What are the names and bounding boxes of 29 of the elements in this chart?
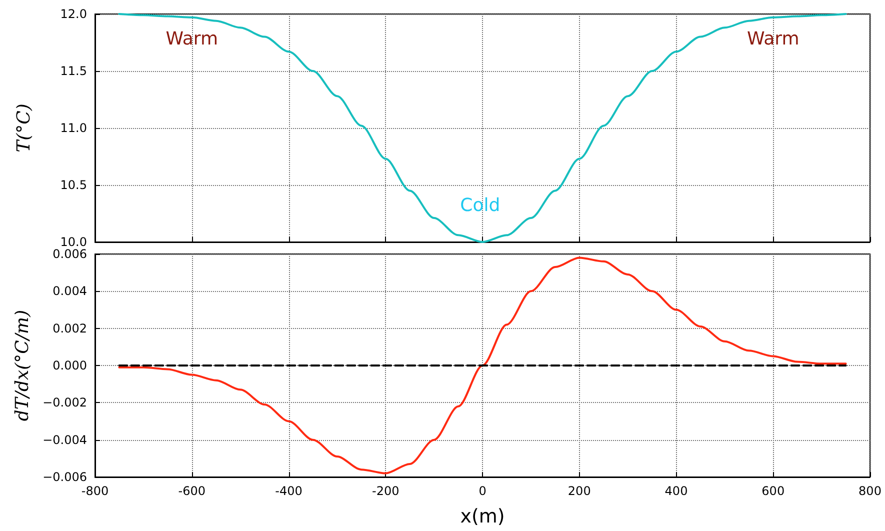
y-tick-label: 11.5 [60,64,87,78]
x-tick-label: 0 [478,484,486,498]
y-tick-label: 10.5 [60,178,87,192]
y-tick-label: 0.004 [52,284,87,298]
x-tick-label: 600 [762,484,785,498]
x-tick-label: 400 [664,484,688,498]
y-tick-label: −0.006 [42,470,87,484]
y-tick-label: 12.0 [60,7,87,21]
y-tick-label: 0.006 [52,247,87,261]
y-tick-label: −0.004 [42,432,87,447]
x-tick-label: -200 [372,484,400,498]
annotation: Warm [746,28,800,50]
y-axis-title: dT/dx(°C/m) [12,310,34,422]
line-series [118,13,847,243]
line-series [118,256,847,474]
x-tick-label: 200 [568,484,591,498]
x-tick-label: -800 [81,484,109,498]
x-tick-label: 800 [858,484,882,498]
y-tick-label: 0.000 [52,358,87,372]
annotation: Warm [166,28,218,50]
y-axis-title: T(°C) [14,104,34,152]
x-tick-label: -600 [178,484,206,498]
y-tick-label: 10.0 [60,235,87,249]
y-tick-label: 0.002 [52,321,87,336]
x-tick-label: -400 [275,484,302,498]
y-tick-label: −0.002 [42,396,87,410]
x-axis-title: x(m) [460,506,505,528]
annotation: Cold [460,195,500,216]
y-tick-label: 11.0 [60,121,87,135]
